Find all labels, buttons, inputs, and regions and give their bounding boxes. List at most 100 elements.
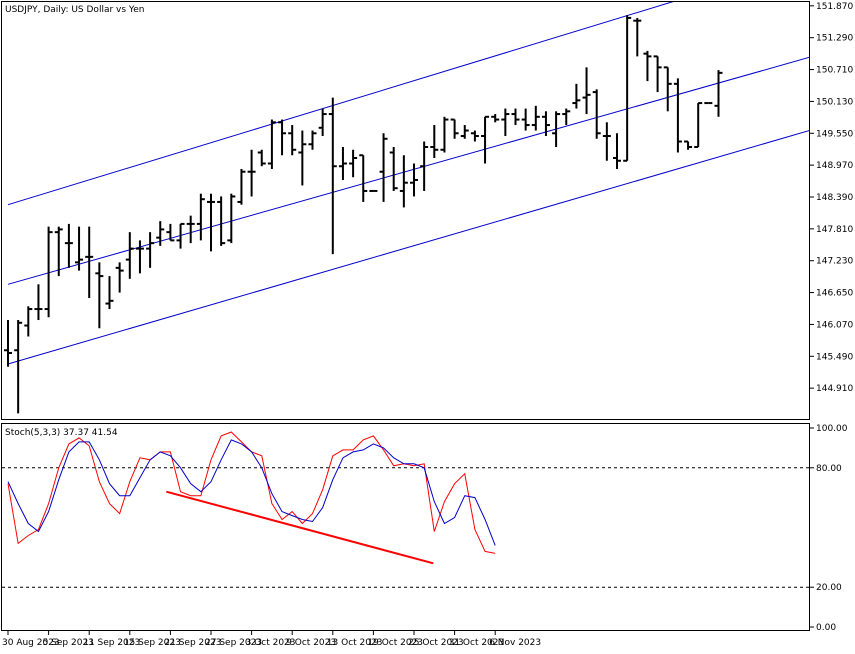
ohlc-bar [278, 119, 287, 156]
ohlc-bar [75, 226, 84, 271]
stochastic-title: Stoch(5,3,3) 37.37 41.54 [5, 428, 118, 438]
ohlc-bar [602, 122, 611, 161]
ohlc-bar [54, 226, 63, 277]
time-tick-label: 13 Oct 2023 [327, 638, 383, 648]
ohlc-bar [582, 67, 591, 115]
ohlc-bar [338, 147, 347, 180]
ohlc-bar [572, 83, 581, 109]
ohlc-bar [653, 55, 662, 93]
price-tick-label: 145.490 [816, 352, 853, 362]
ohlc-bar [34, 284, 43, 321]
time-tick-label: 30 Aug 2023 [2, 638, 60, 648]
time-tick-label: 9 Oct 2023 [286, 638, 336, 648]
ohlc-bar [318, 108, 327, 137]
time-tick-label: 5 Sep 2023 [43, 638, 94, 648]
ohlc-bar [14, 320, 23, 414]
ohlc-bar [694, 102, 703, 149]
price-tick-label: 148.390 [816, 193, 853, 203]
ohlc-bar [64, 223, 73, 268]
ohlc-bar [420, 141, 429, 191]
time-tick-label: 31 Oct 2023 [449, 638, 505, 648]
price-tick-label: 147.810 [816, 225, 853, 235]
price-tick-label: 146.070 [816, 320, 853, 330]
time-tick-label: 19 Oct 2023 [367, 638, 423, 648]
price-axis: 151.870 151.290 150.710 150.130 149.550 148.9… [810, 2, 853, 394]
price-tick-label: 149.550 [816, 129, 853, 139]
price-tick-label: 151.870 [816, 2, 853, 12]
ohlc-bar [146, 232, 155, 268]
ohlc-bar [166, 223, 175, 242]
ohlc-bar [359, 154, 368, 202]
channel-line-lower [7, 130, 809, 365]
price-tick-label: 147.230 [816, 257, 853, 267]
ohlc-bar [552, 111, 561, 148]
price-tick-label: 144.910 [816, 384, 853, 394]
ohlc-bar [95, 262, 104, 329]
price-panel-frame [1, 1, 810, 420]
ohlc-bar [460, 125, 469, 139]
ohlc-bar [623, 15, 632, 162]
ohlc-bar [288, 125, 297, 156]
time-tick-label: 11 Sep 2023 [83, 638, 140, 648]
time-tick-label: 21 Sep 2023 [164, 638, 221, 648]
ohlc-bar [176, 222, 185, 249]
ohlc-bar [501, 108, 510, 137]
ohlc-bar [541, 111, 550, 137]
ohlc-bar [125, 232, 134, 279]
ohlc-bar [105, 276, 114, 310]
ohlc-bar [633, 17, 642, 57]
stochastic-axis: 100.00 80.00 20.00 0.00 [810, 424, 848, 633]
price-tick-label: 151.290 [816, 34, 853, 44]
ohlc-bar [470, 130, 479, 142]
ohlc-bar [399, 155, 408, 208]
ohlc-bar [491, 114, 500, 123]
ohlc-bar [389, 147, 398, 191]
ohlc-bar [450, 118, 459, 139]
time-tick-label: 25 Oct 2023 [408, 638, 464, 648]
price-tick-label: 146.650 [816, 289, 853, 299]
ohlc-bar [217, 196, 226, 246]
ohlc-bar [663, 66, 672, 112]
stochastic-tick-label: 0.00 [816, 623, 836, 633]
ohlc-bar [44, 226, 53, 318]
ohlc-bar [308, 130, 317, 150]
ohlc-bar [379, 133, 388, 202]
ohlc-bar [24, 306, 33, 337]
ohlc-bar [511, 108, 520, 126]
channel-line-middle [7, 56, 809, 285]
ohlc-bar [531, 105, 540, 131]
ohlc-bar [684, 140, 693, 150]
price-tick-label: 150.130 [816, 97, 853, 107]
stochastic-level-lines [2, 467, 809, 588]
time-tick-label: 27 Sep 2023 [205, 638, 262, 648]
stochastic-tick-label: 80.00 [816, 464, 842, 474]
ohlc-bar [227, 193, 236, 244]
time-tick-label: 3 Oct 2023 [246, 638, 296, 648]
ohlc-bar [135, 240, 144, 274]
ohlc-bar [410, 163, 418, 197]
ohlc-bar [328, 97, 337, 255]
ohlc-bar [257, 149, 266, 167]
stochastic-tick-label: 20.00 [816, 583, 842, 593]
ohlc-bar [298, 130, 307, 186]
ohlc-bar [521, 108, 530, 131]
ohlc-bar [481, 115, 490, 164]
ohlc-bar [643, 50, 652, 82]
price-chart-title: USDJPY, Daily: US Dollar vs Yen [5, 5, 144, 15]
ohlc-bar [673, 78, 682, 153]
ohlc-bar [247, 149, 256, 197]
price-tick-label: 148.970 [816, 161, 853, 171]
ohlc-bar [85, 226, 94, 299]
stochastic-lines [7, 431, 496, 565]
stochastic-tick-label: 100.00 [816, 424, 848, 434]
ohlc-bar [207, 193, 215, 252]
ohlc-bar [156, 221, 165, 246]
channel-line-upper [7, 2, 674, 206]
ohlc-bar [440, 116, 449, 153]
ohlc-bar [349, 149, 358, 178]
price-bars [4, 15, 723, 414]
time-tick-label: 15 Sep 2023 [124, 638, 181, 648]
